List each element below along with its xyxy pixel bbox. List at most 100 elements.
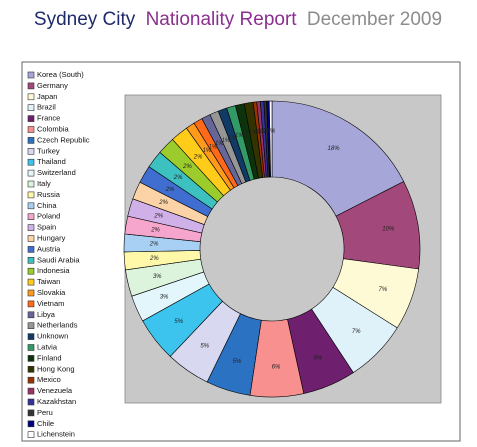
legend-swatch (27, 224, 35, 231)
legend-label: Venezuela (37, 386, 73, 395)
legend-swatch (27, 71, 35, 79)
data-label: 5% (233, 359, 242, 365)
legend-swatch (27, 409, 35, 417)
data-label: 1% (228, 135, 237, 141)
legend-label: Finland (37, 353, 62, 362)
legend-swatch (27, 355, 35, 362)
legend-label: Colombia (37, 124, 70, 133)
donut-slice (271, 100, 405, 217)
legend-label: Kazakhstan (37, 397, 76, 406)
legend-label: France (37, 114, 60, 123)
legend-swatch (27, 180, 35, 188)
data-label: 0% (254, 129, 263, 135)
legend-label: Italy (37, 179, 51, 188)
legend-swatch (27, 104, 35, 111)
title-part: December 2009 (307, 9, 442, 30)
legend-label: Unknown (37, 332, 68, 341)
legend-label: Russia (37, 190, 61, 199)
legend-label: Hong Kong (37, 364, 75, 373)
data-label: 1% (215, 141, 224, 147)
legend-swatch (27, 431, 35, 439)
chart-title: Sydney City Nationality Report December … (34, 9, 442, 30)
legend-label: Spain (37, 223, 56, 232)
legend-swatch (27, 93, 35, 101)
data-label: 2% (173, 175, 183, 181)
data-label: 7% (352, 329, 361, 335)
legend-label: Austria (37, 244, 61, 253)
data-label: 2% (149, 256, 159, 262)
data-label: 2% (153, 213, 163, 219)
data-label: 1% (202, 148, 211, 154)
legend-swatch (27, 235, 35, 242)
data-label: 1% (249, 130, 258, 136)
legend-swatch (27, 158, 35, 166)
data-label: 1% (235, 133, 244, 139)
legend-label: Czech Republic (37, 135, 90, 144)
data-label: 5% (200, 344, 209, 350)
legend-label: Indonesia (37, 266, 70, 275)
legend-swatch (27, 311, 35, 319)
legend-label: Saudi Arabia (37, 255, 80, 264)
legend-label: Lichenstein (37, 430, 75, 439)
legend-label: Mexico (37, 375, 61, 384)
legend-label: Japan (37, 92, 57, 101)
data-label: 1% (242, 131, 251, 137)
title-part: Sydney City (34, 9, 136, 30)
legend-swatch (27, 256, 35, 264)
legend-swatch (27, 289, 35, 297)
data-label: 1% (209, 144, 218, 150)
legend-label: Latvia (37, 342, 58, 351)
legend-swatch (27, 300, 35, 308)
data-label: 1% (221, 138, 230, 144)
data-label: 0% (262, 129, 271, 135)
legend-label: Germany (37, 81, 68, 90)
legend-swatch (27, 398, 35, 406)
data-label: 6% (272, 365, 281, 371)
data-label: 2% (149, 242, 159, 248)
legend-label: Poland (37, 212, 60, 221)
legend-swatch (27, 387, 35, 395)
data-label: 3% (160, 294, 169, 300)
data-label: 0% (264, 129, 273, 135)
legend-swatch (27, 278, 35, 286)
legend-label: Vietnam (37, 299, 64, 308)
legend-label: Korea (South) (37, 70, 84, 79)
legend-label: Brazil (37, 103, 56, 112)
data-label: 10% (382, 227, 395, 233)
legend-swatch (27, 267, 35, 275)
legend-label: Slovakia (37, 288, 66, 297)
legend-swatch (27, 333, 35, 340)
legend-swatch (27, 148, 35, 155)
data-label: 6% (314, 355, 323, 361)
legend-swatch (27, 376, 35, 384)
data-label: 2% (182, 164, 192, 170)
legend-swatch (27, 246, 35, 253)
data-label: 0% (257, 129, 266, 135)
data-label: 2% (165, 187, 175, 193)
legend-swatch (27, 213, 35, 220)
data-label: 2% (158, 200, 168, 206)
legend-label: Peru (37, 408, 53, 417)
legend-swatch (27, 420, 35, 428)
legend-swatch (27, 82, 35, 90)
legend-swatch (27, 126, 35, 133)
data-label: 18% (328, 146, 341, 152)
legend-label: Thailand (37, 157, 66, 166)
data-label: 5% (174, 319, 183, 325)
legend-label: Libya (37, 310, 56, 319)
legend-label: Turkey (37, 146, 60, 155)
legend-swatch (27, 344, 35, 351)
legend-swatch (27, 137, 35, 144)
legend-label: Netherlands (37, 321, 78, 330)
data-label: 2% (193, 155, 203, 161)
legend-swatch (27, 322, 35, 330)
legend-swatch (27, 115, 35, 122)
legend-label: Taiwan (37, 277, 60, 286)
legend-label: China (37, 201, 57, 210)
donut-slice (268, 100, 273, 178)
title-part: Nationality Report (146, 9, 298, 30)
data-label: 3% (153, 274, 162, 280)
legend-swatch (27, 365, 35, 373)
legend-swatch (27, 169, 35, 177)
